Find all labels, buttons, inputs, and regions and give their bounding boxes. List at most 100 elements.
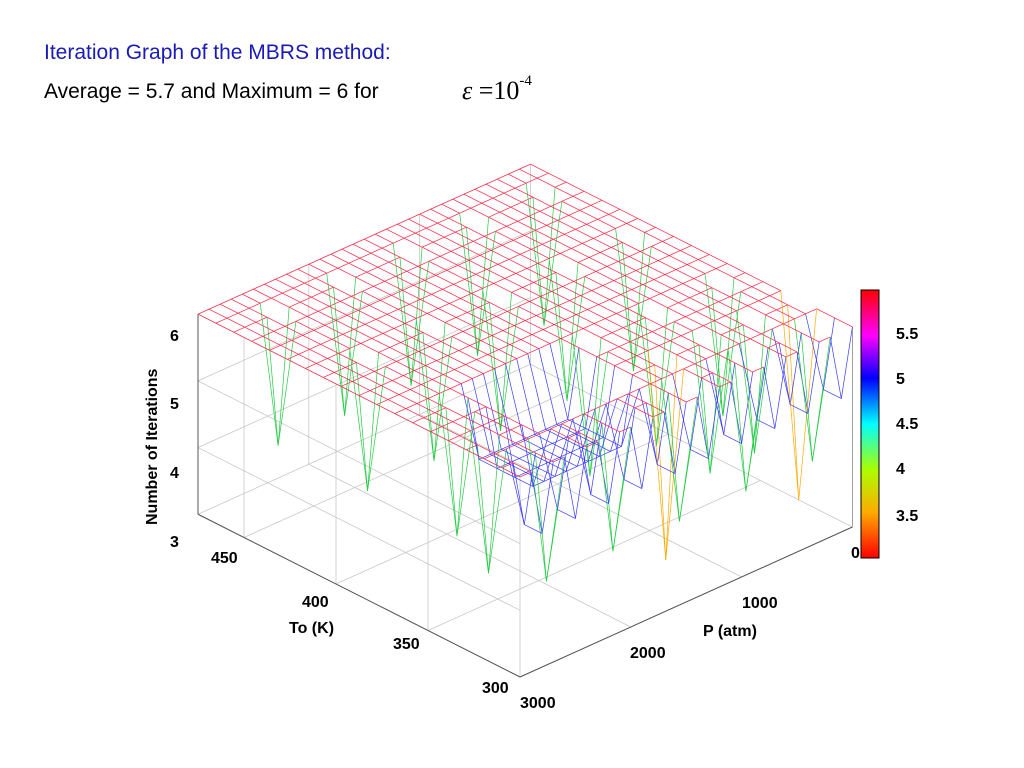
z-tick-6: 6 xyxy=(170,328,179,345)
surface-edge xyxy=(687,344,700,351)
surface-edge xyxy=(456,397,469,537)
surface-edge xyxy=(506,448,525,525)
surface-edge xyxy=(449,298,461,304)
floor-grid-line xyxy=(335,433,669,585)
surface-edge xyxy=(400,342,419,352)
axis-labels: 3 4 5 6 Number of Iterations 450 400 350… xyxy=(144,328,860,712)
surface-edge xyxy=(598,299,610,305)
surface-edge xyxy=(586,219,598,225)
surface-edge xyxy=(465,359,477,365)
surface-edge xyxy=(404,237,423,248)
surface-edge xyxy=(479,454,491,460)
surface-edge xyxy=(643,369,662,380)
surface-edge xyxy=(633,232,645,371)
surface-edge xyxy=(690,449,709,459)
surface-edge xyxy=(492,197,511,208)
surface-edge xyxy=(378,352,397,362)
surface-edge xyxy=(340,381,353,387)
surface-edge xyxy=(528,433,540,440)
surface-edge xyxy=(558,305,577,315)
surface-edge xyxy=(572,190,585,197)
surface-edge xyxy=(523,452,536,525)
surface-edge xyxy=(289,306,308,317)
y-axis-label: To (K) xyxy=(289,620,334,637)
y-tick-400: 400 xyxy=(302,594,329,611)
surface-edge xyxy=(366,266,378,273)
surface-edge xyxy=(452,198,471,209)
surface-edge xyxy=(375,233,394,244)
surface-edge xyxy=(366,271,385,282)
chart-title: Iteration Graph of the MBRS method: xyxy=(44,41,391,64)
surface-edge xyxy=(244,321,257,328)
surface-edge xyxy=(629,251,641,257)
surface-edge xyxy=(302,335,321,345)
surface-edge xyxy=(569,295,581,301)
surface-edge xyxy=(536,315,555,325)
surface-edge xyxy=(237,312,257,323)
formula-base: 10 xyxy=(493,76,520,105)
surface-edge xyxy=(663,326,682,337)
surface-edge xyxy=(588,456,600,462)
surface-edge xyxy=(369,390,389,400)
surface-edge xyxy=(352,243,372,254)
surface-edge xyxy=(461,378,473,384)
surface-edge xyxy=(503,415,522,426)
surface-edge xyxy=(433,322,446,461)
surface-edge xyxy=(458,345,470,351)
surface-edge xyxy=(415,318,435,461)
surface-edge xyxy=(604,228,616,234)
surface-edge xyxy=(669,340,689,351)
surface-edge xyxy=(525,315,537,321)
surface-edge xyxy=(381,247,401,258)
surface-edge xyxy=(800,332,813,462)
surface-edge xyxy=(453,284,472,294)
surface-edge xyxy=(568,215,587,225)
surface-edge xyxy=(376,399,389,405)
surface-edge xyxy=(736,310,755,454)
surface-edge xyxy=(262,335,281,346)
surface-edge xyxy=(455,231,474,242)
surface-edge xyxy=(614,360,626,367)
surface-edge xyxy=(255,321,274,332)
surface-edge xyxy=(352,381,371,391)
surface-edge xyxy=(548,462,567,472)
surface-edge xyxy=(712,372,725,435)
x-tick-1000: 1000 xyxy=(742,595,778,612)
surface-edge xyxy=(584,271,597,277)
surface-edge xyxy=(487,349,499,355)
surface-edge xyxy=(794,318,813,462)
surface-edge xyxy=(579,204,592,211)
surface-edge xyxy=(510,206,529,217)
surface-edge xyxy=(524,235,543,245)
surface-edge xyxy=(259,303,279,446)
surface-edge xyxy=(386,223,398,230)
surface-edge xyxy=(636,355,655,366)
surface-edge xyxy=(631,289,650,299)
wall-grid-line xyxy=(197,363,531,515)
surface-edge xyxy=(537,258,550,264)
surface-edge xyxy=(715,263,728,269)
surface-edge xyxy=(696,396,709,459)
surface-edge xyxy=(650,383,669,394)
surface-edge xyxy=(769,295,788,306)
surface-edge xyxy=(322,291,341,302)
surface-edge xyxy=(399,257,412,386)
surface-edge xyxy=(774,356,787,429)
surface-edge xyxy=(342,334,361,344)
surface-edge xyxy=(572,195,592,206)
surface-edge xyxy=(410,261,430,386)
surface-edge xyxy=(425,360,437,366)
surface-edge xyxy=(360,343,379,353)
surface-edge xyxy=(427,393,440,399)
surface-edge xyxy=(555,272,568,401)
surface-edge xyxy=(600,337,620,348)
surface-edge xyxy=(513,462,532,473)
surface-edge xyxy=(562,286,581,296)
surface-edge xyxy=(654,364,667,560)
floor-grid-line xyxy=(308,463,631,628)
surface-edge xyxy=(397,218,409,225)
surface-edge xyxy=(543,201,563,326)
surface-edge xyxy=(337,267,356,278)
surface-edge xyxy=(362,290,381,301)
surface-edge xyxy=(477,217,489,356)
